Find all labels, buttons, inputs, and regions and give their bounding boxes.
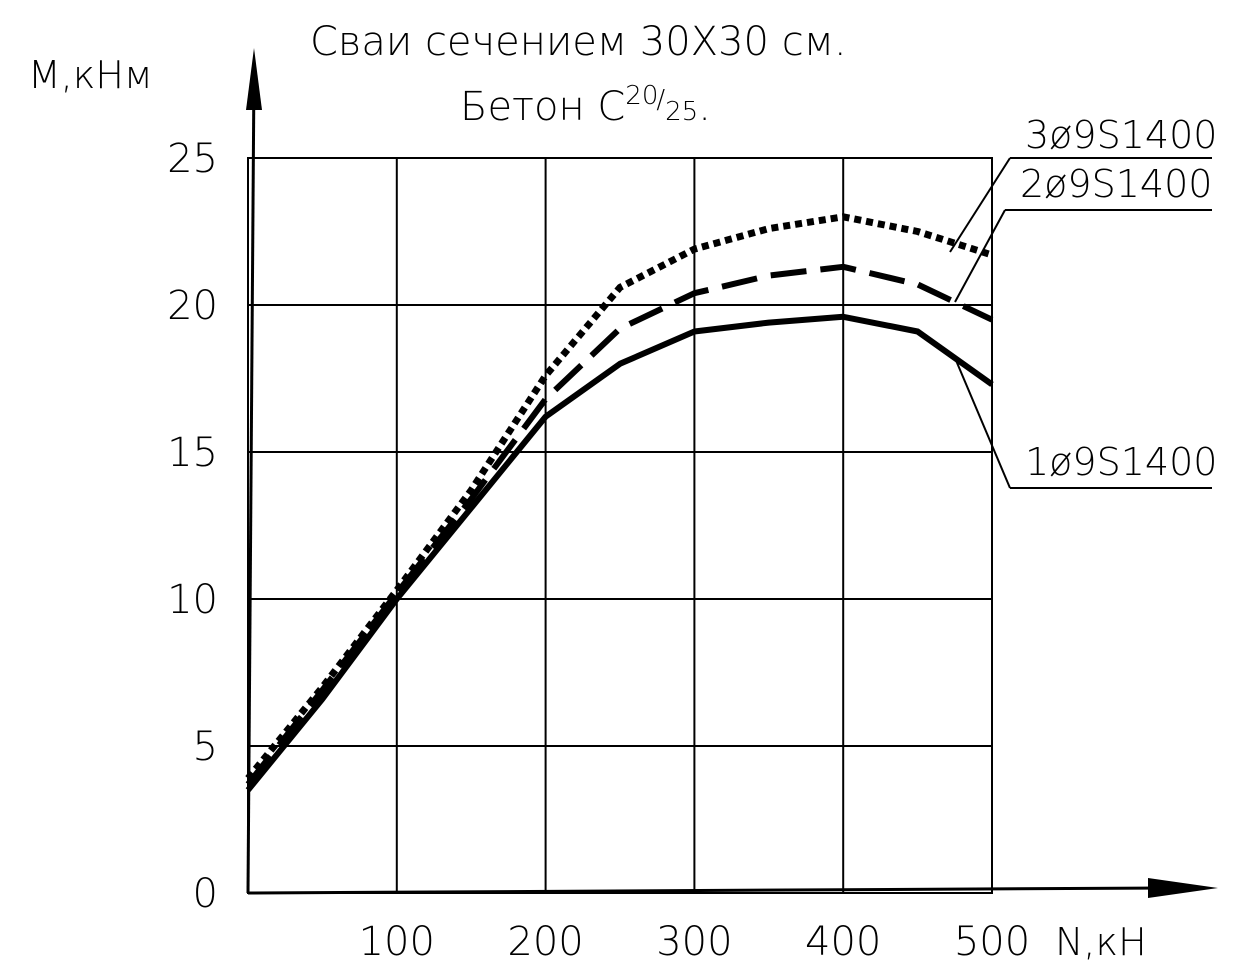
x-tick-label: 100	[359, 919, 435, 965]
plot-frame	[247, 157, 993, 894]
legend-label-3: 1ø9S1400	[1025, 440, 1217, 484]
chart-title-line1: Сваи сечением 30X30 см.	[310, 19, 847, 65]
chart-title-slash: /	[656, 85, 665, 115]
x-tick-label: 300	[656, 919, 732, 965]
x-tick-label: 200	[507, 919, 583, 965]
chart-title-subscript: 25	[665, 97, 698, 127]
x-tick-label: 400	[805, 919, 881, 965]
x-axis-label: N,кН	[1055, 920, 1147, 964]
x-tick-labels: 100 200 300 400 500	[359, 919, 1031, 965]
y-tick-labels: 0 5 10 15 20 25	[167, 136, 218, 917]
chart-title-suffix: .	[698, 84, 711, 130]
series-lines	[245, 213, 994, 792]
axes	[246, 48, 1218, 898]
legend-leader-line	[954, 209, 1006, 303]
legend-label-1: 3ø9S1400	[1025, 113, 1217, 157]
y-tick-label: 20	[167, 283, 218, 329]
y-tick-label: 5	[193, 724, 218, 770]
grid	[248, 158, 992, 893]
x-tick-label: 500	[954, 919, 1030, 965]
y-tick-label: 15	[167, 430, 218, 476]
y-axis-label: M,кНм	[28, 53, 153, 97]
chart-title-superscript: 20	[625, 81, 658, 111]
legend-leader-line	[949, 157, 1011, 253]
series-line-2	[245, 263, 994, 787]
y-tick-label: 25	[167, 136, 218, 182]
x-axis	[247, 886, 1161, 895]
legend-leaders	[949, 157, 1212, 489]
chart-title-prefix: Бетон C	[460, 84, 625, 130]
y-axis-arrow	[246, 48, 262, 110]
y-tick-label: 0	[193, 871, 218, 917]
legend: 3ø9S1400 2ø9S1400 1ø9S1400	[1020, 113, 1217, 484]
chart-title-line2: Бетон C20/25.	[460, 81, 711, 130]
y-tick-label: 10	[167, 577, 218, 623]
series-line-1	[245, 213, 994, 781]
y-axis	[246, 69, 256, 894]
x-axis-arrow	[1148, 878, 1218, 898]
legend-label-2: 2ø9S1400	[1020, 162, 1212, 206]
series-line-3	[245, 313, 994, 792]
legend-leader-line	[954, 357, 1011, 489]
